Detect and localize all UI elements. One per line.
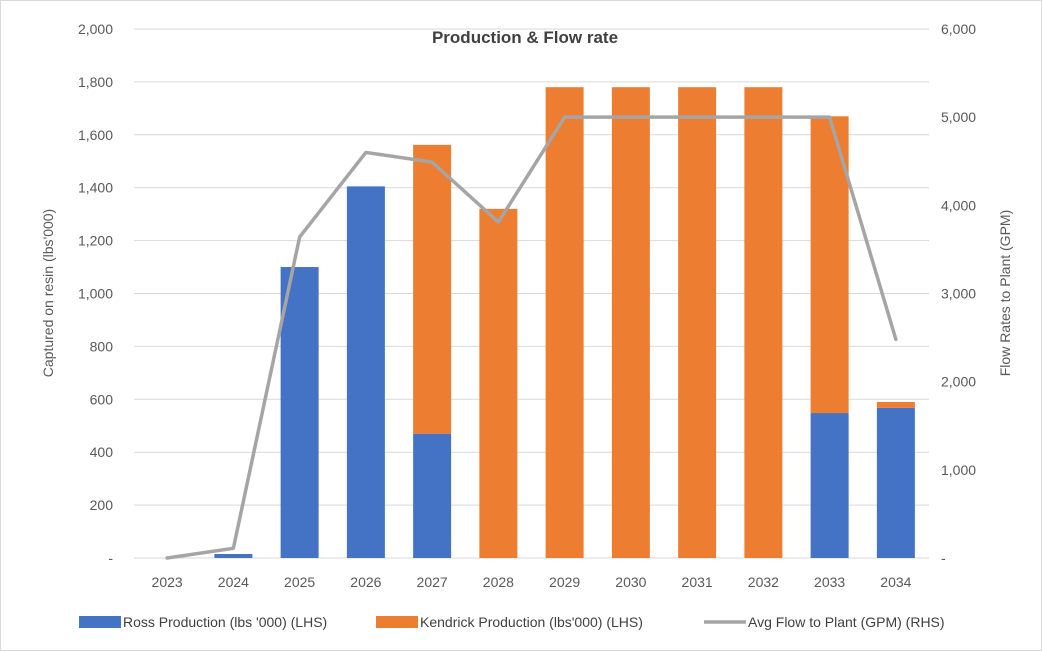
- ross-bar-2034: [876, 407, 915, 558]
- gridlines: [134, 28, 929, 559]
- left-axis-ticks: - 200 400 600 800 1,000 1,200 1,400 1,600 1,800 2,…: [78, 21, 113, 566]
- kendrick-bar-2029: [545, 87, 584, 558]
- left-axis-tick-label: 800: [90, 338, 114, 354]
- right-axis-ticks: - 1,000 2,000 3,000 4,000 5,000 6,000: [941, 21, 976, 566]
- right-axis-tick-label: 1,000: [941, 462, 976, 478]
- legend-kendrick: Kendrick Production (lbs'000) (LHS): [376, 614, 643, 630]
- left-axis-tick-label: -: [108, 550, 113, 566]
- x-axis-tick-label: 2034: [880, 574, 911, 590]
- x-axis-tick-label: 2031: [682, 574, 713, 590]
- ross-bar-2027: [413, 433, 452, 558]
- right-axis-tick-label: 2,000: [941, 374, 976, 390]
- legend-avg-flow-label: Avg Flow to Plant (GPM) (RHS): [748, 614, 945, 630]
- legend: Ross Production (lbs '000) (LHS) Kendrick…: [79, 614, 945, 630]
- legend-ross: Ross Production (lbs '000) (LHS): [79, 614, 327, 630]
- legend-kendrick-label: Kendrick Production (lbs'000) (LHS): [420, 614, 643, 630]
- left-axis-tick-label: 400: [90, 444, 114, 460]
- x-axis-tick-label: 2033: [814, 574, 845, 590]
- ross-bar-2033: [810, 413, 849, 558]
- left-axis-tick-label: 1,200: [78, 233, 113, 249]
- right-axis-tick-label: 4,000: [941, 197, 976, 213]
- x-axis-tick-label: 2027: [417, 574, 448, 590]
- right-axis-title: Flow Rates to Plant (GPM): [997, 210, 1013, 377]
- right-axis-tick-label: 5,000: [941, 109, 976, 125]
- avg-flow-line: [165, 115, 898, 560]
- left-axis-tick-label: 1,800: [78, 74, 113, 90]
- legend-kendrick-swatch: [376, 616, 418, 628]
- x-axis-tick-label: 2029: [549, 574, 580, 590]
- kendrick-bar-2032: [744, 87, 783, 558]
- legend-ross-label: Ross Production (lbs '000) (LHS): [123, 614, 327, 630]
- x-axis-tick-label: 2032: [748, 574, 779, 590]
- kendrick-bar-2034: [876, 401, 915, 408]
- right-axis-tick-label: -: [941, 550, 946, 566]
- kendrick-bar-2028: [479, 208, 518, 559]
- ross-bar-2024: [214, 554, 253, 558]
- x-axis-tick-label: 2023: [152, 574, 183, 590]
- right-axis-tick-label: 6,000: [941, 21, 976, 37]
- x-axis-tick-label: 2028: [483, 574, 514, 590]
- x-axis-ticks: 2023 2024 2025 2026 2027 2028 2029 2030 2031 2032…: [152, 574, 912, 590]
- left-axis-tick-label: 2,000: [78, 21, 113, 37]
- left-axis-tick-label: 1,400: [78, 180, 113, 196]
- ross-bar-2026: [346, 186, 385, 558]
- x-axis-tick-label: 2026: [350, 574, 381, 590]
- x-axis-tick-label: 2025: [284, 574, 315, 590]
- left-axis-title: Captured on resin (lbs'000): [40, 209, 56, 377]
- flow-line-layer: [165, 115, 898, 560]
- left-axis-tick-label: 600: [90, 391, 114, 407]
- x-axis-tick-label: 2024: [218, 574, 249, 590]
- ross-bar-2025: [280, 267, 319, 558]
- legend-avg-flow: Avg Flow to Plant (GPM) (RHS): [704, 614, 945, 630]
- legend-ross-swatch: [79, 616, 121, 628]
- bars: [214, 87, 915, 559]
- kendrick-bar-2031: [678, 87, 717, 558]
- x-axis-tick-label: 2030: [615, 574, 646, 590]
- kendrick-bar-2027: [413, 144, 452, 434]
- left-axis-tick-label: 1,600: [78, 127, 113, 143]
- left-axis-tick-label: 1,000: [78, 286, 113, 302]
- left-axis-tick-label: 200: [90, 497, 114, 513]
- kendrick-bar-2030: [611, 87, 650, 558]
- chart-title: Production & Flow rate: [432, 28, 618, 47]
- right-axis-tick-label: 3,000: [941, 286, 976, 302]
